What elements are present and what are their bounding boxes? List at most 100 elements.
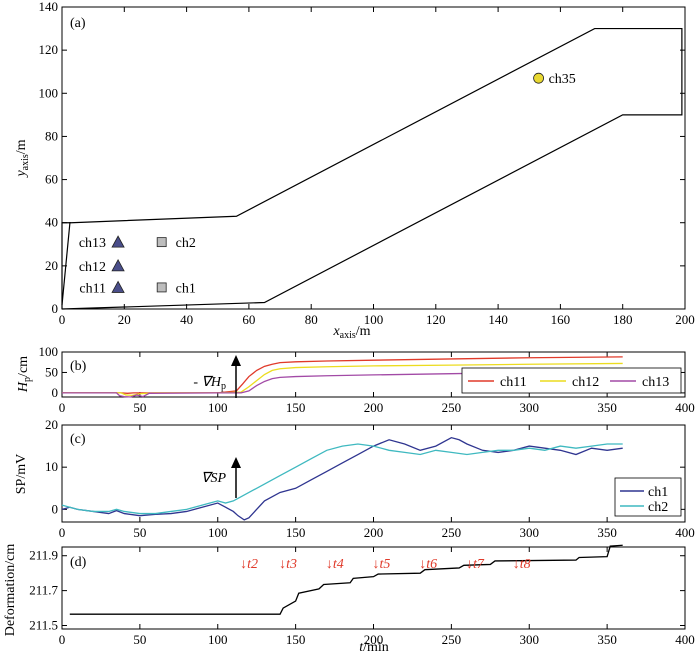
series-line-line-0: [69, 544, 623, 615]
y-tick-label: 0: [52, 301, 59, 316]
x-tick-label: 60: [242, 312, 255, 327]
panel-b-series: [62, 356, 623, 398]
y-tick-label: 100: [39, 85, 59, 100]
time-marker-2: ↓t2: [240, 557, 258, 572]
panel-c-label: (c): [70, 432, 86, 447]
panel-b-legend: ch11 ch12 ch13: [461, 367, 682, 394]
x-tick-label: 100: [208, 400, 228, 415]
x-tick-label: 0: [59, 632, 66, 647]
panel-c-y-ticks: 0 10 20: [45, 417, 685, 516]
y-tick-label: 120: [39, 42, 59, 57]
panel-d-y-ticks: 211.5 211.7 211.9: [29, 548, 685, 633]
x-tick-label: 400: [675, 525, 695, 540]
panel-c: (c) 0 50 100 150 200 250 300 350 400 0 10 20 SP/mV…: [14, 417, 695, 540]
panel-b-annotation: - ∇Hp: [193, 375, 226, 392]
x-tick-label: 150: [286, 632, 306, 647]
x-tick-label: 200: [675, 312, 695, 327]
panel-b-arrowhead: [231, 355, 241, 366]
y-tick-label: 211.9: [29, 548, 58, 563]
legend-label-ch1: ch1: [648, 485, 668, 500]
y-tick-label: 211.7: [29, 583, 58, 598]
panel-d-xlabel: t/min: [359, 640, 389, 655]
y-tick-label: 40: [45, 215, 58, 230]
time-marker-4: ↓t4: [326, 557, 344, 572]
y-tick-label: 20: [45, 417, 58, 432]
x-tick-label: 100: [208, 525, 228, 540]
sensor-markers: ch13 ch12 ch11 ch2 ch1 ch35: [79, 72, 576, 296]
x-tick-label: 160: [551, 312, 571, 327]
panel-a-y-ticks: 0 20 40 60 80 100 120 140: [39, 0, 685, 316]
series-line-ch13: [62, 370, 623, 398]
x-tick-label: 80: [305, 312, 318, 327]
y-tick-label: 0: [52, 501, 59, 516]
sensor-ch13-label: ch13: [79, 236, 106, 251]
sensor-ch35-label: ch35: [549, 72, 576, 87]
x-tick-label: 200: [364, 632, 384, 647]
legend-label-ch2: ch2: [648, 500, 668, 515]
x-tick-label: 200: [364, 400, 384, 415]
x-tick-label: 50: [133, 632, 146, 647]
panel-c-annotation: ∇SP: [201, 471, 226, 486]
x-tick-label: 40: [180, 312, 193, 327]
x-tick-label: 50: [133, 525, 146, 540]
x-tick-label: 200: [364, 525, 384, 540]
x-tick-label: 350: [597, 632, 617, 647]
sensor-ch1-square: [156, 282, 167, 293]
y-tick-label: 20: [45, 258, 58, 273]
series-line-ch2: [61, 443, 623, 515]
y-tick-label: 10: [45, 459, 58, 474]
sensor-ch11-label: ch11: [79, 281, 106, 296]
time-marker-8: ↓t8: [513, 557, 531, 572]
y-tick-label: 80: [45, 128, 58, 143]
panel-d-x-ticks: 0 50 100 150 200 250 300 350 400: [59, 547, 695, 647]
panel-c-arrowhead: [231, 457, 241, 468]
sensor-ch35-circle: [533, 72, 544, 84]
panel-c-legend-box: [614, 477, 682, 517]
legend-label-ch13: ch13: [642, 375, 669, 390]
x-tick-label: 400: [675, 400, 695, 415]
y-tick-label: 50: [45, 364, 58, 379]
sensor-ch12-triangle: [111, 259, 125, 272]
panel-d-series: [69, 544, 623, 615]
panel-d-label: (d): [70, 555, 87, 570]
x-tick-label: 0: [59, 525, 66, 540]
x-tick-label: 140: [488, 312, 508, 327]
x-tick-label: 300: [520, 632, 540, 647]
x-tick-label: 250: [442, 632, 462, 647]
legend-label-ch11: ch11: [500, 375, 527, 390]
panel-c-ylabel: SP/mV: [14, 454, 29, 494]
time-marker-5: ↓t5: [373, 557, 391, 572]
panel-b: (b) 0 50 100 150 200 250 300 350 400 0 50 100 Hp/c…: [16, 344, 695, 415]
panel-d-time-markers: ↓t2 ↓t3 ↓t4 ↓t5 ↓t6 ↓t7 ↓t8: [240, 557, 530, 572]
panel-a-x-ticks: 0 20 40 60 80 100 120 140 160 180 200: [59, 7, 695, 327]
x-tick-label: 0: [59, 312, 66, 327]
y-tick-label: 0: [52, 385, 59, 400]
x-tick-label: 150: [286, 525, 306, 540]
time-marker-6: ↓t6: [419, 557, 437, 572]
x-tick-label: 400: [675, 632, 695, 647]
panel-c-x-ticks: 0 50 100 150 200 250 300 350 400: [59, 425, 695, 540]
sensor-ch2-label: ch2: [176, 236, 196, 251]
x-tick-label: 100: [364, 312, 384, 327]
sensor-ch1-label: ch1: [176, 281, 196, 296]
x-tick-label: 300: [520, 400, 540, 415]
panel-a-xlabel: xaxis/m: [332, 324, 370, 341]
x-tick-label: 250: [442, 400, 462, 415]
x-tick-label: 150: [286, 400, 306, 415]
series-line-ch12: [62, 362, 623, 397]
outline-corner-tick: [61, 221, 71, 306]
y-tick-label: 60: [45, 172, 58, 187]
slope-outline: [61, 27, 683, 310]
panel-b-ylabel: Hp/cm: [16, 356, 33, 393]
time-marker-3: ↓t3: [279, 557, 297, 572]
panel-b-x-ticks: 0 50 100 150 200 250 300 350 400: [59, 352, 695, 415]
x-tick-label: 300: [520, 525, 540, 540]
panel-a-frame: [61, 6, 686, 310]
sensor-ch13-triangle: [111, 235, 125, 248]
y-tick-label: 140: [39, 0, 59, 14]
x-tick-label: 20: [118, 312, 131, 327]
x-tick-label: 120: [426, 312, 446, 327]
y-tick-label: 211.5: [29, 618, 58, 633]
